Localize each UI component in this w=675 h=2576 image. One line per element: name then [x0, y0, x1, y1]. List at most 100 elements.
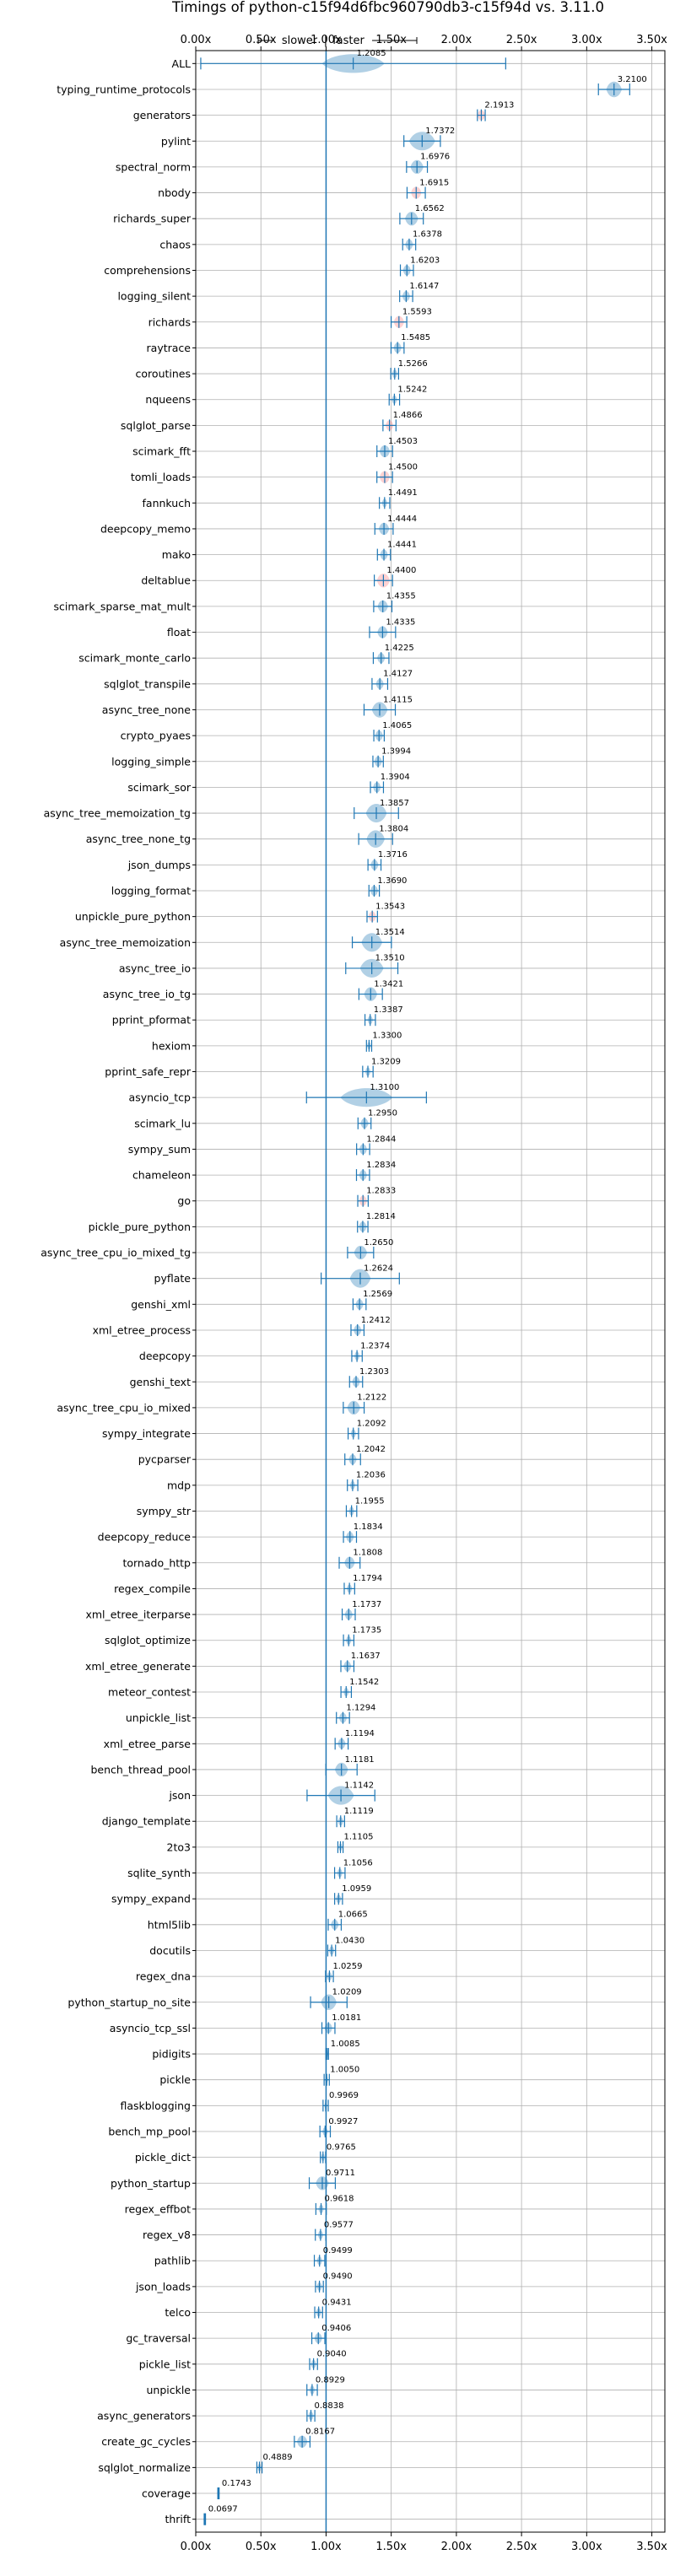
value-label: 0.0697: [208, 2504, 238, 2514]
benchmark-violin: 1.3421: [358, 979, 403, 1001]
category-label: sympy_integrate: [102, 1427, 191, 1440]
category-label: xml_etree_process: [93, 1323, 191, 1336]
benchmark-violin: 1.6203: [399, 256, 440, 277]
value-label: 0.9969: [329, 2091, 359, 2100]
value-label: 1.4491: [388, 488, 418, 498]
benchmark-violin: 0.9499: [313, 2246, 353, 2267]
x-tick-label-top: 0.00x: [181, 34, 212, 46]
annotation-slower: slower: [282, 35, 318, 47]
value-label: 3.2100: [618, 75, 647, 84]
value-label: 0.9431: [322, 2298, 352, 2307]
value-label: 1.3690: [377, 876, 407, 886]
value-label: 1.6562: [415, 204, 445, 213]
grid-lines: [195, 51, 665, 2532]
category-label: richards: [148, 315, 191, 328]
value-label: 1.4500: [388, 462, 418, 472]
value-label: 0.8167: [305, 2428, 335, 2437]
category-label: generators: [133, 109, 191, 121]
category-label: html5lib: [148, 1918, 191, 1931]
category-label: 2to3: [167, 1840, 191, 1853]
benchmark-violin: 1.6147: [399, 282, 439, 303]
benchmark-violin: 1.5485: [390, 333, 430, 354]
benchmark-violin: 1.1142: [306, 1781, 375, 1805]
value-label: 1.2950: [368, 1109, 397, 1118]
value-label: 1.6915: [419, 178, 449, 187]
benchmark-violin: 1.3100: [305, 1083, 427, 1107]
benchmark-violin: 1.3857: [354, 799, 409, 823]
benchmark-violin: 3.2100: [597, 75, 647, 98]
value-label: 1.0259: [332, 1962, 362, 1971]
category-label: async_tree_cpu_io_mixed: [57, 1401, 191, 1414]
benchmark-violin: 1.4127: [371, 670, 413, 690]
value-label: 1.5242: [397, 385, 427, 395]
benchmark-violin: 0.9618: [315, 2195, 354, 2215]
benchmark-violin: 1.2092: [347, 1419, 386, 1440]
value-label: 1.3804: [379, 825, 408, 834]
category-label: deltablue: [141, 574, 191, 587]
category-label: json_loads: [135, 2280, 191, 2293]
value-label: 1.3716: [378, 850, 408, 860]
benchmark-violin: 1.1737: [341, 1600, 381, 1621]
category-label: crypto_pyaes: [121, 730, 191, 742]
plot-frame: [195, 50, 666, 2533]
category-label: nqueens: [145, 393, 191, 406]
benchmark-violin: 1.0430: [327, 1936, 364, 1957]
category-label: async_tree_memoization_tg: [44, 807, 191, 820]
value-label: 1.1794: [353, 1574, 382, 1583]
category-label: unpickle_pure_python: [75, 910, 191, 923]
category-label: deepcopy_memo: [100, 522, 191, 535]
benchmark-violin: 1.3904: [370, 773, 410, 794]
x-tick-label-bottom: 0.50x: [246, 2541, 277, 2553]
benchmark-violin: 1.2834: [355, 1161, 396, 1182]
value-label: 1.0430: [335, 1936, 364, 1945]
benchmark-violin: 1.2844: [356, 1134, 396, 1156]
category-label: fannkuch: [143, 497, 191, 509]
value-label: 1.2374: [360, 1341, 390, 1350]
value-label: 1.3543: [375, 902, 405, 911]
benchmark-violin: 1.6976: [406, 153, 450, 175]
value-label: 1.3387: [374, 1005, 403, 1015]
value-label: 1.2092: [357, 1419, 386, 1428]
value-label: 1.2122: [357, 1393, 386, 1403]
value-label: 1.2042: [356, 1445, 386, 1454]
benchmark-violin: 1.0209: [310, 1988, 362, 2011]
value-label: 0.1743: [222, 2479, 251, 2488]
category-label: pprint_pformat: [112, 1014, 191, 1027]
category-label: flaskblogging: [120, 2099, 191, 2112]
category-label: coverage: [142, 2487, 191, 2500]
benchmark-violin: 0.0697: [203, 2504, 238, 2525]
benchmark-violin: 1.4225: [372, 644, 414, 665]
benchmark-violin: 1.2569: [352, 1290, 392, 1311]
category-label: logging_format: [111, 884, 191, 897]
category-label: bench_mp_pool: [108, 2125, 191, 2137]
benchmark-violin: 1.4355: [373, 592, 416, 613]
category-label: genshi_xml: [131, 1298, 191, 1311]
value-label: 1.2085: [357, 49, 386, 58]
value-label: 1.3904: [381, 773, 410, 782]
benchmark-violin: 0.9711: [308, 2169, 355, 2191]
value-label: 1.1181: [345, 1755, 375, 1765]
value-label: 1.1119: [344, 1807, 374, 1816]
benchmark-violin: 0.9969: [322, 2091, 359, 2112]
benchmark-violin: 1.0259: [325, 1962, 362, 1983]
value-label: 1.1105: [344, 1833, 374, 1842]
benchmark-violin: 0.8929: [306, 2375, 345, 2396]
value-label: 1.2036: [356, 1471, 386, 1480]
value-label: 1.4866: [393, 411, 423, 420]
benchmark-violin: 1.1542: [340, 1678, 379, 1699]
benchmark-violin: 1.2374: [351, 1341, 390, 1362]
category-label: async_tree_none: [102, 703, 192, 716]
value-label: 1.1808: [353, 1549, 382, 1558]
benchmark-violin: 1.6562: [399, 204, 445, 226]
category-label: async_tree_cpu_io_mixed_tg: [40, 1247, 191, 1259]
benchmark-violin: 1.4335: [369, 617, 415, 639]
value-label: 1.0959: [342, 1884, 371, 1894]
category-label: async_tree_io_tg: [103, 988, 191, 1000]
benchmark-violin: 0.8838: [306, 2401, 343, 2422]
benchmark-violin: 1.1194: [334, 1729, 375, 1750]
value-label: 1.4503: [388, 437, 418, 446]
value-label: 1.5485: [401, 333, 430, 342]
category-label: asyncio_tcp: [129, 1091, 192, 1104]
